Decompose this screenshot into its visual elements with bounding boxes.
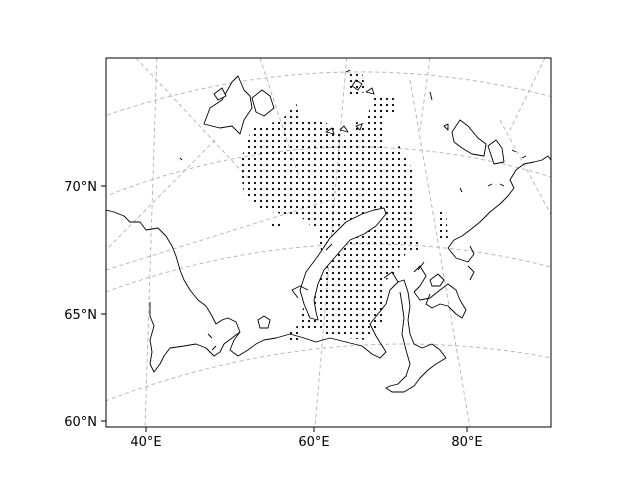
coastlines (106, 69, 551, 393)
novaya-zemlya-strait (291, 243, 333, 299)
svalbard-landmass (203, 75, 253, 135)
kolguyev-island (257, 315, 271, 329)
lon-label-60: 60°E (298, 435, 329, 450)
gulf-of-ob-coast (207, 261, 475, 351)
severnaya-zemlya-south (487, 139, 505, 165)
kola-white-sea-coast (229, 279, 447, 393)
lon-axis: 40°E 60°E 80°E (130, 427, 483, 450)
severnaya-zemlya (451, 119, 487, 157)
svalbard-island-east (251, 89, 275, 117)
lon-label-80: 80°E (451, 435, 482, 450)
lat-axis: 70°N 65°N 60°N (64, 180, 106, 430)
lon-label-40: 40°E (130, 435, 161, 450)
kara-islets (179, 123, 527, 193)
franz-josef-islets (325, 69, 433, 135)
taymyr-coast (447, 155, 551, 263)
novaya-zemlya (299, 207, 387, 321)
svalbard-island-small (213, 87, 227, 101)
scandinavia-coast (106, 209, 241, 373)
map-frame (105, 57, 552, 428)
lat-label-60: 60°N (64, 415, 97, 430)
yamal-gydan-coast (413, 265, 467, 319)
lat-label-70: 70°N (64, 180, 97, 195)
stippled-region (240, 72, 448, 342)
lat-label-65: 65°N (64, 308, 97, 323)
